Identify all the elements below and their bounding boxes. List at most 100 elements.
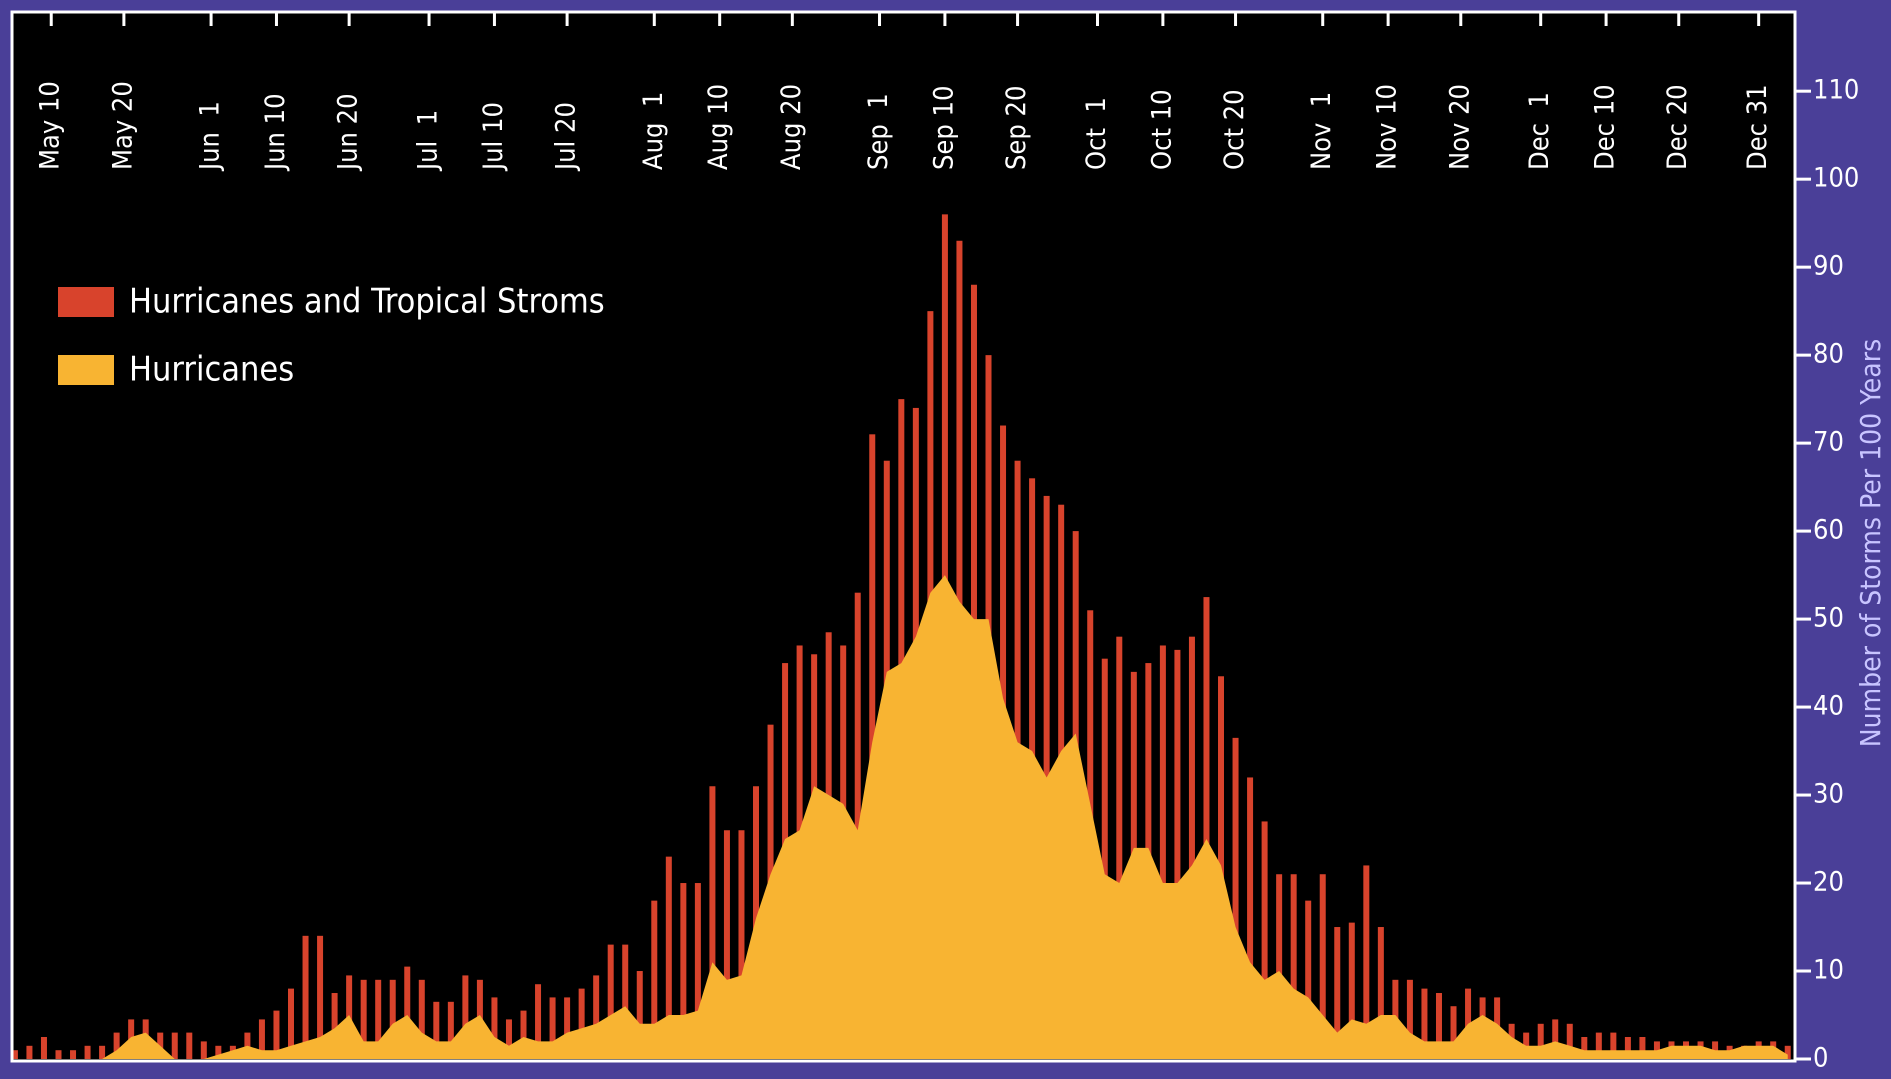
bar — [505, 1019, 512, 1059]
bar — [1610, 1032, 1617, 1059]
bar — [215, 1045, 222, 1059]
x-tick-label: Dec 1 — [1524, 92, 1555, 170]
y-tick-label: 90 — [1813, 251, 1844, 282]
bar — [1581, 1037, 1588, 1059]
bar — [1261, 821, 1268, 1059]
bar — [171, 1032, 178, 1059]
bar — [1406, 979, 1413, 1059]
bar — [84, 1045, 91, 1059]
bar — [418, 979, 425, 1059]
bar — [1595, 1032, 1602, 1059]
bar — [1552, 1019, 1559, 1059]
bar — [375, 979, 382, 1059]
x-tick-label: Aug 20 — [776, 84, 807, 170]
bar — [607, 944, 614, 1059]
bar — [1188, 636, 1195, 1059]
bar — [113, 1032, 120, 1059]
y-tick-label: 20 — [1813, 867, 1844, 898]
x-tick-label: Jun 1 — [195, 101, 226, 172]
bar — [723, 830, 730, 1059]
x-tick-label: Aug 1 — [638, 92, 669, 170]
bar — [40, 1037, 47, 1059]
x-tick-label: Dec 31 — [1742, 84, 1773, 170]
bar — [1159, 645, 1166, 1059]
bar — [1334, 927, 1341, 1059]
x-tick-label: Nov 1 — [1306, 92, 1337, 170]
bar — [709, 786, 716, 1059]
bar — [1450, 1006, 1457, 1059]
bar — [55, 1050, 62, 1059]
bar — [1232, 737, 1239, 1059]
bar — [1305, 900, 1312, 1059]
bar — [1784, 1045, 1791, 1059]
x-tick-label: Sep 10 — [928, 86, 959, 170]
x-tick-label: Nov 20 — [1444, 84, 1475, 170]
plot-border — [10, 10, 1797, 1063]
legend-label: Hurricanes — [129, 350, 294, 390]
bar — [1290, 874, 1297, 1059]
bar — [1537, 1023, 1544, 1059]
x-tick-label: Oct 1 — [1081, 97, 1112, 170]
bar — [593, 975, 600, 1059]
y-tick-label: 40 — [1813, 691, 1844, 722]
bar — [99, 1045, 106, 1059]
bar — [1624, 1037, 1631, 1059]
bar — [447, 1001, 454, 1059]
bar — [1566, 1023, 1573, 1059]
bar — [535, 984, 542, 1059]
bar — [491, 997, 498, 1059]
bar — [258, 1019, 265, 1059]
bar — [1435, 993, 1442, 1059]
x-tick-label: Sep 1 — [863, 93, 894, 170]
x-tick-label: Jul 10 — [478, 102, 509, 172]
bar — [665, 856, 672, 1059]
bar — [636, 971, 643, 1059]
bar — [738, 830, 745, 1059]
bar — [331, 993, 338, 1059]
x-tick-label: Oct 10 — [1146, 89, 1177, 170]
bar — [11, 1050, 18, 1059]
bar — [70, 1050, 77, 1059]
y-tick-label: 0 — [1813, 1043, 1828, 1074]
y-tick-label: 80 — [1813, 339, 1844, 370]
x-tick-label: Jun 10 — [260, 93, 291, 172]
y-tick-label: 60 — [1813, 515, 1844, 546]
bar — [462, 975, 469, 1059]
bar — [680, 883, 687, 1059]
bar — [694, 883, 701, 1059]
bar — [520, 1010, 527, 1059]
x-tick-label: Jun 20 — [333, 93, 364, 172]
bar — [1348, 922, 1355, 1059]
bar — [317, 935, 324, 1059]
y-tick-label: 70 — [1813, 427, 1844, 458]
x-tick-label: Jul 20 — [551, 102, 582, 172]
bar — [404, 966, 411, 1059]
x-tick-label: Nov 10 — [1372, 84, 1403, 170]
x-tick-label: Oct 20 — [1219, 89, 1250, 170]
bar — [302, 935, 309, 1059]
bar — [1377, 927, 1384, 1059]
bar — [651, 900, 658, 1059]
bar — [273, 1010, 280, 1059]
bar — [288, 988, 295, 1059]
y-axis-label: Number of Storms Per 100 Years — [1854, 339, 1887, 747]
bar — [360, 979, 367, 1059]
y-tick-label: 30 — [1813, 779, 1844, 810]
bar — [1421, 988, 1428, 1059]
bar — [578, 988, 585, 1059]
bar — [564, 997, 571, 1059]
bar — [1043, 495, 1050, 1059]
bar — [200, 1041, 207, 1059]
x-tick-label: Dec 10 — [1590, 84, 1621, 170]
x-tick-label: Dec 20 — [1662, 84, 1693, 170]
bar — [1363, 865, 1370, 1059]
bar — [622, 944, 629, 1059]
y-tick-label: 10 — [1813, 955, 1844, 986]
area — [14, 575, 1788, 1059]
x-tick-label: Sep 20 — [1001, 86, 1032, 170]
bar — [1101, 658, 1108, 1059]
y-tick-label: 110 — [1813, 75, 1859, 106]
bar — [549, 997, 556, 1059]
bar — [186, 1032, 193, 1059]
